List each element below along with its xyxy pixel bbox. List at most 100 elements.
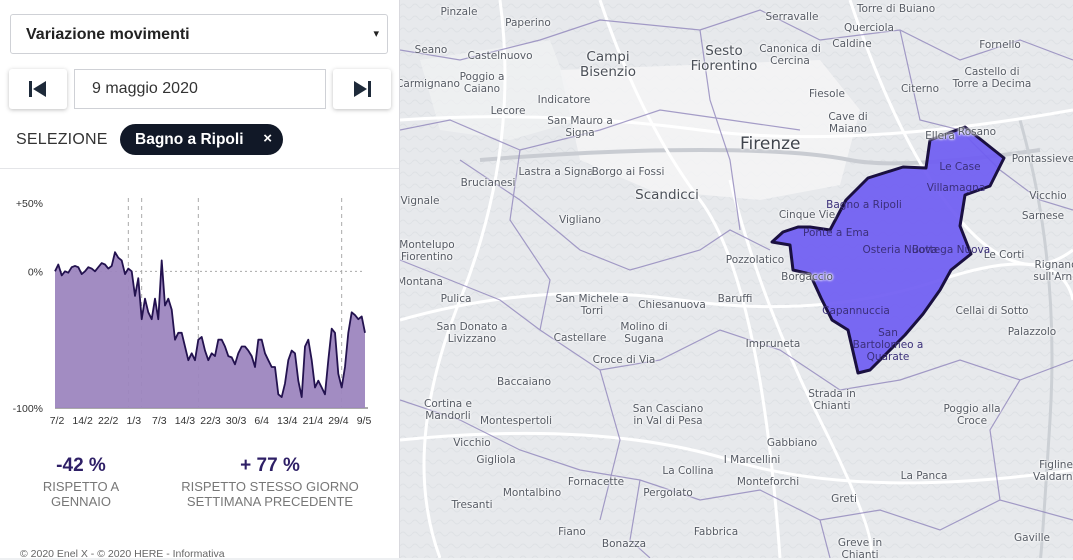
place-label: Campi Bisenzio <box>579 49 636 80</box>
roads <box>400 0 1073 558</box>
place-label: Seano <box>414 44 448 56</box>
place-label: San Mauro a Signa <box>547 115 613 139</box>
metric-select[interactable]: Variazione movimenti ▾ <box>10 14 388 54</box>
x-tick-label: 14/2 <box>72 415 93 427</box>
skip-forward-icon <box>354 81 371 97</box>
close-icon[interactable]: × <box>263 130 272 147</box>
place-label: Torre di Buiano <box>856 3 936 15</box>
divider <box>0 168 399 169</box>
urban-area <box>420 40 580 140</box>
place-label: Chiesanuova <box>638 299 706 311</box>
place-label: Querciola <box>844 22 894 34</box>
selection-label: SELEZIONE <box>16 131 108 148</box>
selected-area-name: Bagno a Ripoli <box>135 131 244 148</box>
place-label: Bagno a Ripoli <box>826 199 902 211</box>
y-tick-label: -100% <box>13 403 43 415</box>
place-label: Molino di Sugana <box>620 321 668 345</box>
place-label: Lastra a Signa <box>518 166 594 178</box>
next-date-button[interactable] <box>333 69 391 109</box>
selected-area-bagno-a-ripoli[interactable] <box>770 125 1006 375</box>
place-label: Vicchio <box>1029 190 1067 202</box>
x-tick-label: 1/3 <box>126 415 141 427</box>
place-label: Lecore <box>490 105 526 117</box>
place-label: Borgaccio <box>781 271 833 283</box>
river <box>1018 119 1054 558</box>
x-tick-label: 30/3 <box>226 415 247 427</box>
place-label: Villamagna <box>926 182 986 194</box>
place-label: Impruneta <box>745 338 801 350</box>
place-label: Fiesole <box>809 88 845 100</box>
place-label: Ellera <box>925 130 955 142</box>
place-label: Indicatore <box>537 94 591 106</box>
place-label: Le Case <box>939 161 981 173</box>
x-tick-label: 21/4 <box>303 415 324 427</box>
x-tick-label: 13/4 <box>277 415 298 427</box>
place-label: Palazzolo <box>1007 326 1057 338</box>
place-label: Pontassieve <box>1011 153 1073 165</box>
place-label: Fornello <box>979 39 1021 51</box>
place-label: La Panca <box>900 470 948 482</box>
place-label: San Donato a Livizzano <box>436 321 508 345</box>
place-label: Vignale <box>400 195 440 207</box>
place-label: Castello di Torre a Decima <box>952 66 1032 90</box>
place-label: San Bartolomeo a Quarate <box>852 327 924 363</box>
place-label: La Collina <box>662 465 714 477</box>
place-label: Borgo ai Fossi <box>591 166 665 178</box>
y-tick-label: 0% <box>28 266 43 278</box>
place-label: Gaville <box>1014 532 1050 544</box>
place-label: Tresanti <box>451 499 493 511</box>
place-label: Pergolato <box>643 487 693 499</box>
place-label: Poggio alla Croce <box>943 403 1001 427</box>
place-label: Monteforchi <box>736 476 800 488</box>
place-label: Citerno <box>900 83 940 95</box>
place-label: Carmignano <box>400 78 460 90</box>
place-label: Pozzolatico <box>725 254 785 266</box>
place-label: Gabbiano <box>766 437 818 449</box>
place-label: Baruffi <box>717 293 753 305</box>
place-label: Sesto Fiorentino <box>690 43 758 74</box>
municipal-boundaries <box>400 9 1073 558</box>
map[interactable]: Pinzale Paperino Serravalle Torre di Buiano… <box>400 0 1073 558</box>
place-label: Cortina e Mandorli <box>424 398 472 422</box>
city-label: Firenze <box>740 134 801 154</box>
place-label: Bottega Nuova <box>911 244 991 256</box>
place-label: Serravalle <box>765 11 819 23</box>
place-label: Fiano <box>558 526 586 538</box>
area-fill <box>55 252 365 408</box>
place-label: Pinzale <box>440 6 478 18</box>
x-tick-label: 7/3 <box>152 415 167 427</box>
place-label: Poggio a Caiano <box>459 71 505 95</box>
x-tick-label: 29/4 <box>328 415 349 427</box>
place-label: Fabbrica <box>693 526 739 538</box>
place-label: Rignano sull'Arno <box>1033 259 1073 283</box>
place-label: Gigliola <box>476 454 516 466</box>
stat-vs-january-value: -42 % <box>56 455 106 476</box>
place-label: Montana <box>400 276 443 288</box>
place-label: Cellai di Sotto <box>955 305 1029 317</box>
map-canvas[interactable] <box>400 0 1073 558</box>
place-label: Montelupo Fiorentino <box>400 239 455 263</box>
prev-date-button[interactable] <box>9 69 67 109</box>
stat-vs-last-week: + 77 % RISPETTO STESSO GIORNO SETTIMANA … <box>175 455 365 509</box>
place-label: I Marcellini <box>723 454 781 466</box>
date-input[interactable]: 9 maggio 2020 <box>74 69 326 109</box>
place-label: Cinque Vie <box>778 209 836 221</box>
place-label: Osteria Nuova <box>862 244 938 256</box>
attribution-footer[interactable]: © 2020 Enel X - © 2020 HERE - Informativ… <box>20 548 225 560</box>
place-label: Castelnuovo <box>467 50 533 62</box>
place-label: Scandicci <box>635 187 699 203</box>
stat-vs-last-week-label-line1: RISPETTO STESSO GIORNO <box>181 479 359 494</box>
x-tick-label: 6/4 <box>254 415 269 427</box>
place-label: Pulica <box>440 293 472 305</box>
stat-vs-last-week-value: + 77 % <box>240 455 300 476</box>
place-label: San Casciano in Val di Pesa <box>632 403 704 427</box>
x-tick-label: 14/3 <box>175 415 196 427</box>
y-tick-label: +50% <box>16 198 43 210</box>
place-label: Castellare <box>553 332 607 344</box>
x-tick-label: 9/5 <box>357 415 372 427</box>
place-label: Montespertoli <box>479 415 552 427</box>
movement-chart: +50% 0% -100% 7/2 14/2 22/2 1/3 7/3 14/3 22/3 30/3… <box>13 198 372 427</box>
place-label: Ponte a Ema <box>802 227 870 239</box>
side-panel: Variazione movimenti ▾ 9 maggio 2020 SEL… <box>0 0 400 560</box>
selected-area-chip[interactable]: Bagno a Ripoli × <box>120 124 283 155</box>
